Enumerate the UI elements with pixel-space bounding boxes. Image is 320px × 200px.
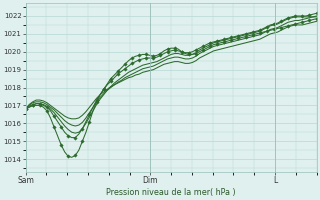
X-axis label: Pression niveau de la mer( hPa ): Pression niveau de la mer( hPa ) xyxy=(106,188,236,197)
